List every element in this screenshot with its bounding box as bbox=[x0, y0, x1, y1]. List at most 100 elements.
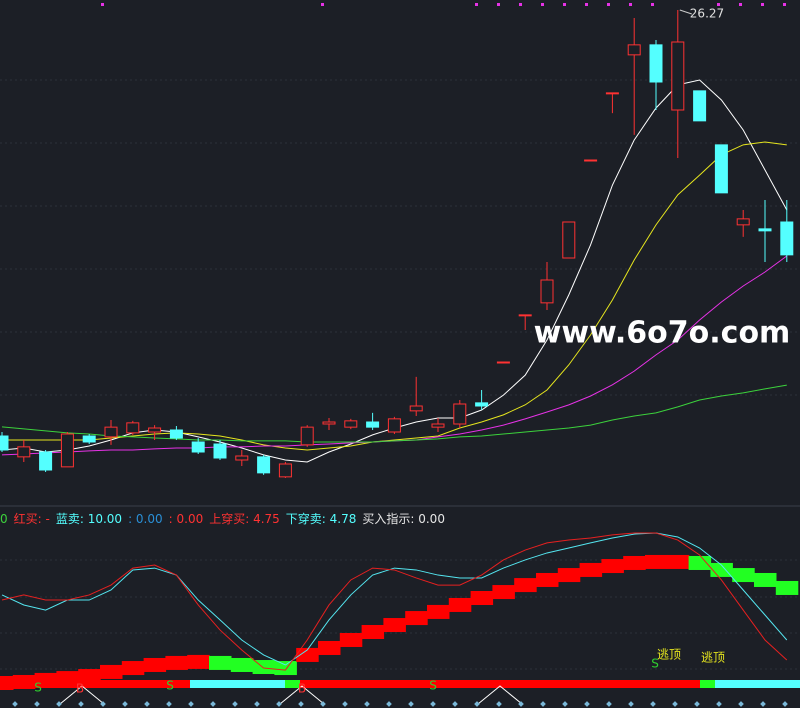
legend-item: 0 bbox=[0, 512, 8, 526]
max-label: 26.27 bbox=[690, 7, 724, 21]
indicator-legend: 0 红买: - 蓝卖: 10.00: 0.00: 0.00 上穿买: 4.75 下穿卖:… bbox=[0, 511, 445, 526]
candle-body bbox=[671, 41, 685, 111]
candle-body bbox=[584, 159, 598, 162]
diamond bbox=[408, 701, 414, 707]
band-step bbox=[187, 654, 210, 669]
band-step bbox=[688, 555, 712, 570]
diamond bbox=[364, 701, 370, 707]
diamond bbox=[430, 701, 436, 707]
band-step bbox=[775, 580, 799, 595]
legend-item: 蓝卖: 10.00 bbox=[56, 512, 122, 526]
diamond bbox=[672, 701, 678, 707]
watermark: www.6o7o.com bbox=[534, 316, 791, 351]
band-step bbox=[601, 559, 624, 574]
band-step bbox=[383, 618, 406, 633]
diamond bbox=[716, 701, 722, 707]
band-step bbox=[230, 657, 254, 672]
candle-body bbox=[736, 218, 750, 226]
candle-body bbox=[213, 443, 227, 459]
band-step bbox=[339, 632, 363, 647]
band-step bbox=[143, 657, 167, 672]
legend-item: : 0.00 bbox=[169, 512, 204, 526]
diamond bbox=[122, 701, 128, 707]
band-step bbox=[645, 554, 668, 569]
signal-label: S bbox=[166, 679, 174, 693]
diamond bbox=[78, 701, 84, 707]
legend-item: 下穿卖: 4.78 bbox=[286, 511, 357, 526]
signal-label: 逃顶 bbox=[701, 651, 725, 665]
candle-body bbox=[126, 422, 140, 434]
candle-body bbox=[257, 456, 271, 474]
candle-body bbox=[344, 420, 358, 428]
diamond bbox=[496, 701, 502, 707]
band-step bbox=[296, 647, 319, 662]
band-step bbox=[536, 572, 559, 587]
band-step bbox=[361, 625, 385, 639]
diamond bbox=[562, 701, 568, 707]
diamond bbox=[166, 701, 172, 707]
candle-body bbox=[475, 402, 489, 407]
band-step bbox=[318, 640, 341, 655]
candle-body bbox=[39, 451, 53, 471]
legend-item: 上穿买: 4.75 bbox=[209, 511, 280, 526]
band-step bbox=[0, 676, 14, 690]
diamond bbox=[738, 701, 744, 707]
band-step bbox=[470, 591, 494, 605]
max-pointer bbox=[679, 9, 692, 15]
diamond bbox=[474, 701, 480, 707]
diamond bbox=[650, 701, 656, 707]
band-step bbox=[557, 568, 581, 583]
band-step bbox=[754, 572, 777, 587]
diamond bbox=[188, 701, 194, 707]
diamond bbox=[782, 701, 788, 707]
signal-label: 逃顶 bbox=[657, 648, 681, 662]
diamond bbox=[628, 701, 634, 707]
candle-body bbox=[278, 463, 292, 478]
band-step bbox=[209, 655, 232, 670]
band-step bbox=[78, 669, 101, 684]
candle-body bbox=[300, 426, 314, 446]
diamond bbox=[694, 701, 700, 707]
legend-item: : 0.00 bbox=[128, 512, 163, 526]
band-step bbox=[165, 655, 188, 670]
candle-body bbox=[518, 314, 532, 317]
diamond bbox=[386, 701, 392, 707]
diamond bbox=[298, 701, 304, 707]
candle-body bbox=[235, 455, 249, 461]
moving-average-line bbox=[2, 141, 787, 451]
candle-body bbox=[60, 433, 74, 468]
candle-body bbox=[649, 44, 663, 83]
candle-body bbox=[387, 418, 401, 433]
band-step bbox=[492, 585, 515, 600]
candle-body bbox=[169, 429, 183, 439]
candle-body bbox=[409, 405, 423, 412]
band-step bbox=[34, 672, 58, 687]
band-step bbox=[405, 611, 428, 626]
candle-body bbox=[191, 441, 205, 453]
diamond bbox=[320, 701, 326, 707]
diamond bbox=[540, 701, 546, 707]
diamond bbox=[518, 701, 524, 707]
band-step bbox=[514, 578, 537, 593]
candle-body bbox=[714, 144, 728, 194]
candle-body bbox=[104, 426, 118, 438]
diamond bbox=[56, 701, 62, 707]
signal-label: B bbox=[298, 682, 306, 696]
band-step bbox=[666, 554, 690, 569]
diamond bbox=[12, 701, 18, 707]
candle-body bbox=[540, 279, 554, 304]
band-step bbox=[100, 664, 123, 679]
candle-body bbox=[322, 421, 336, 425]
diamond bbox=[276, 701, 282, 707]
diamond bbox=[606, 701, 612, 707]
diamond-row bbox=[12, 701, 788, 707]
indicator-line bbox=[1, 532, 788, 671]
candle-body bbox=[17, 446, 31, 458]
legend-item: 买入指示: 0.00 bbox=[362, 511, 445, 526]
diamond bbox=[232, 701, 238, 707]
top-dots bbox=[101, 3, 786, 6]
diamond bbox=[760, 701, 766, 707]
